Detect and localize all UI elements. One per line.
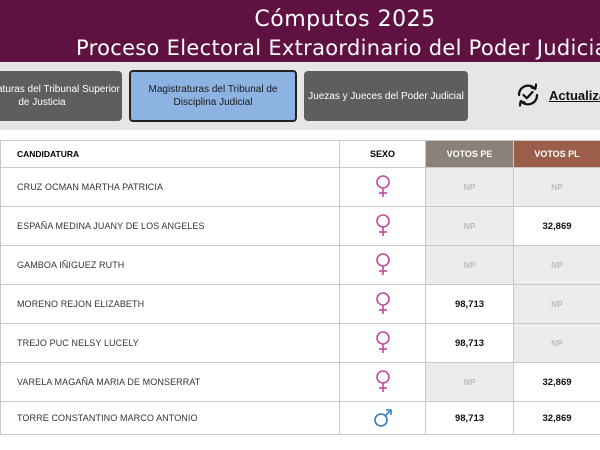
table-row: CRUZ OCMAN MARTHA PATRICIA NP NP — [0, 167, 600, 207]
votos-pe-cell: NP — [425, 362, 514, 402]
table-row: ESPAÑA MEDINA JUANY DE LOS ANGELES NP 32,8… — [0, 206, 600, 246]
results-table: CANDIDATURA SEXO VOTOS PE VOTOS PL CRUZ … — [0, 140, 600, 435]
header-votos-pe: VOTOS PE — [425, 140, 514, 168]
sexo-cell — [339, 362, 426, 402]
table-row: TORRE CONSTANTINO MARCO ANTONIO 98,713 32,… — [0, 401, 600, 435]
sexo-cell — [339, 167, 426, 207]
female-icon — [375, 331, 390, 353]
tab-label: Magistraturas del Tribunal Superior de J… — [0, 84, 120, 108]
table-row: TREJO PUC NELSY LUCELY 98,713 NP — [0, 323, 600, 363]
votos-pe-cell: NP — [425, 206, 514, 246]
table-row: MORENO REJON ELIZABETH 98,713 NP — [0, 284, 600, 324]
female-icon — [375, 214, 390, 236]
header-candidatura: CANDIDATURA — [0, 140, 340, 168]
page-subtitle: Proceso Electoral Extraordinario del Pod… — [76, 36, 600, 60]
header-votos-pl: VOTOS PL — [513, 140, 600, 168]
tab-label: Magistraturas del Tribunal de Disciplina… — [148, 84, 278, 108]
refresh-label: Actualizar — [549, 87, 600, 103]
tab-label: Juezas y Jueces del Poder Judicial — [308, 90, 464, 102]
candidate-name: CRUZ OCMAN MARTHA PATRICIA — [0, 167, 340, 207]
table-row: GAMBOA IÑIGUEZ RUTH NP NP — [0, 245, 600, 285]
refresh-button[interactable]: Actualizar — [514, 81, 600, 109]
sexo-cell — [339, 206, 426, 246]
page-header: Cómputos 2025 Proceso Electoral Extraord… — [0, 0, 600, 62]
votos-pe-cell: 98,713 — [425, 323, 514, 363]
candidate-name: ESPAÑA MEDINA JUANY DE LOS ANGELES — [0, 206, 340, 246]
votos-pl-cell: 32,869 — [513, 401, 600, 435]
votos-pl-cell: 32,869 — [513, 362, 600, 402]
sexo-cell — [339, 284, 426, 324]
tab-tribunal-superior[interactable]: Magistraturas del Tribunal Superior de J… — [0, 71, 122, 121]
votos-pl-cell: NP — [513, 167, 600, 207]
sexo-cell — [339, 245, 426, 285]
female-icon — [375, 253, 390, 275]
candidate-name: VARELA MAGAÑA MARIA DE MONSERRAT — [0, 362, 340, 402]
tab-tribunal-disciplina[interactable]: Magistraturas del Tribunal de Disciplina… — [129, 70, 297, 122]
votos-pl-cell: 32,869 — [513, 206, 600, 246]
tab-bar: Magistraturas del Tribunal Superior de J… — [0, 62, 600, 130]
votos-pe-cell: 98,713 — [425, 284, 514, 324]
page-title: Cómputos 2025 — [254, 7, 436, 32]
candidate-name: TORRE CONSTANTINO MARCO ANTONIO — [0, 401, 340, 435]
male-icon — [373, 409, 392, 427]
female-icon — [375, 292, 390, 314]
table-row: VARELA MAGAÑA MARIA DE MONSERRAT NP 32,869 — [0, 362, 600, 402]
votos-pl-cell: NP — [513, 284, 600, 324]
votos-pe-cell: NP — [425, 167, 514, 207]
female-icon — [375, 370, 390, 392]
refresh-check-icon — [517, 83, 539, 107]
votos-pl-cell: NP — [513, 245, 600, 285]
female-icon — [375, 175, 390, 197]
votos-pe-cell: NP — [425, 245, 514, 285]
candidate-name: MORENO REJON ELIZABETH — [0, 284, 340, 324]
tab-juezas-jueces[interactable]: Juezas y Jueces del Poder Judicial — [304, 71, 468, 121]
candidate-name: TREJO PUC NELSY LUCELY — [0, 323, 340, 363]
table-header-row: CANDIDATURA SEXO VOTOS PE VOTOS PL — [0, 140, 600, 168]
votos-pl-cell: NP — [513, 323, 600, 363]
votos-pe-cell: 98,713 — [425, 401, 514, 435]
candidate-name: GAMBOA IÑIGUEZ RUTH — [0, 245, 340, 285]
header-sexo: SEXO — [339, 140, 426, 168]
sexo-cell — [339, 323, 426, 363]
sexo-cell — [339, 401, 426, 435]
